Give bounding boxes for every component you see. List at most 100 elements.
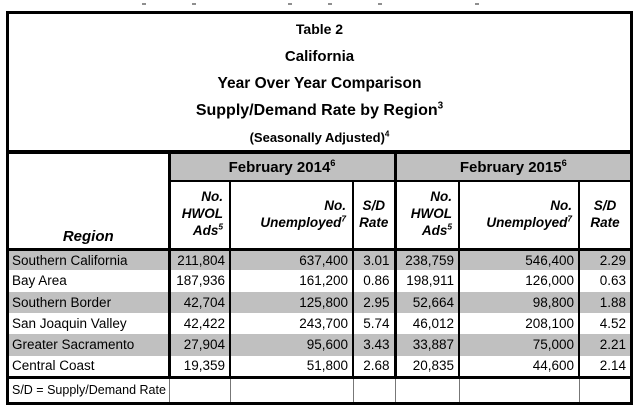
footnote-marker: 7 — [341, 213, 346, 224]
title-subject-line: Supply/Demand Rate by Region3 — [196, 97, 443, 124]
empty-footer-cell — [578, 375, 631, 402]
hwol-2014-cell: 187,936 — [167, 270, 230, 292]
scan-artifact — [288, 3, 292, 5]
unemployed-2014-cell: 243,700 — [229, 312, 353, 335]
hwol-2015-cell: 33,887 — [393, 334, 460, 356]
region-name-cell: Central Coast — [12, 358, 95, 374]
sd-rate-2015-cell: 2.14 — [578, 355, 631, 377]
header-line: HWOL — [410, 206, 453, 222]
supply-demand-table: Region February 20146 February 20156 No.… — [9, 154, 631, 402]
unemployed-2015-cell: 44,600 — [458, 355, 580, 377]
region-name-cell: Southern California — [9, 249, 169, 271]
february-2015-group-header: February 20156 — [393, 154, 631, 182]
hwol-2014-cell: 211,804 — [167, 249, 230, 271]
sd-rate-2015-cell: 4.52 — [578, 312, 631, 335]
title-subject-text: Supply/Demand Rate by Region — [195, 101, 438, 119]
title-adjustment-text: (Seasonally Adjusted) — [249, 129, 385, 145]
header-line: No. — [201, 189, 223, 205]
sd-rate-2014-cell: 5.74 — [351, 312, 396, 335]
sd-rate-2015-cell: 0.63 — [578, 270, 631, 292]
header-line: S/D — [593, 197, 617, 213]
footnote-row: S/D = Supply/Demand Rate — [9, 375, 631, 402]
unemployed-2015-cell: 98,800 — [458, 291, 580, 313]
title-state-line: California — [284, 47, 355, 65]
hwol-2014-cell: 42,422 — [167, 312, 230, 335]
header-line: No. — [550, 197, 573, 213]
table-row: San Joaquin Valley 42,422 243,700 5.74 4… — [9, 312, 631, 335]
header-line: No. — [430, 189, 453, 205]
sd-rate-2014-cell: 0.86 — [351, 270, 396, 292]
header-line: Ads — [192, 223, 219, 239]
table-row: Bay Area 187,936 161,200 0.86 198,911 12… — [9, 270, 631, 292]
group-label: February 2015 — [459, 158, 562, 176]
header-line: Unemployed — [486, 214, 568, 230]
sd-rate-2014-cell: 2.95 — [351, 291, 396, 313]
sub-header-row: No. HWOL Ads5 No. Unemployed7 S/D Rate N… — [9, 181, 631, 251]
scan-artifact — [328, 3, 332, 5]
footnote-marker: 3 — [437, 100, 444, 112]
table-row: Greater Sacramento 27,904 95,600 3.43 33… — [9, 334, 631, 356]
table-title-block: Table 2 California Year Over Year Compar… — [9, 14, 630, 154]
footnote-marker: 5 — [218, 221, 223, 232]
header-line: Rate — [359, 214, 389, 230]
hwol-2015-cell: 46,012 — [393, 312, 460, 335]
sd-rate-2014-cell: 3.43 — [351, 334, 396, 356]
empty-footer-cell — [458, 375, 580, 402]
unemployed-2014-cell: 637,400 — [229, 249, 353, 271]
sd-rate-2015-header: S/D Rate — [578, 181, 631, 251]
sd-rate-2015-cell: 2.21 — [578, 334, 631, 356]
sd-rate-2014-cell: 2.68 — [351, 355, 396, 377]
scan-artifact — [475, 3, 479, 5]
scan-artifact — [378, 3, 382, 5]
region-name-cell: Southern Border — [9, 291, 169, 313]
header-line: HWOL — [181, 206, 223, 222]
table-row: Central Coast 19,359 51,800 2.68 20,835 … — [9, 355, 631, 377]
header-line: Unemployed — [260, 214, 342, 230]
footnote-marker: 6 — [561, 157, 567, 168]
empty-footer-cell — [168, 375, 230, 402]
scan-artifact — [142, 3, 146, 5]
empty-footer-cell — [394, 375, 460, 402]
table-row: Southern California 211,804 637,400 3.01… — [9, 249, 631, 271]
footnote-marker: 6 — [330, 157, 336, 168]
sd-rate-2015-cell: 1.88 — [578, 291, 631, 313]
header-line: S/D — [362, 197, 386, 213]
sd-rate-2014-header: S/D Rate — [351, 181, 396, 251]
hwol-2015-cell: 20,835 — [393, 355, 460, 377]
column-group-row: Region February 20146 February 20156 — [9, 154, 631, 251]
sd-rate-2015-cell: 2.29 — [578, 249, 631, 271]
hwol-2014-cell: 42,704 — [167, 291, 230, 313]
header-line: No. — [324, 197, 346, 213]
sd-definition-note: S/D = Supply/Demand Rate — [9, 375, 169, 402]
footnote-marker: 7 — [567, 213, 573, 224]
region-name-cell: Bay Area — [12, 273, 67, 289]
hwol-2015-cell: 238,759 — [393, 249, 460, 271]
unemployed-2014-header: No. Unemployed7 — [229, 181, 353, 251]
february-2014-group-header: February 20146 — [167, 154, 396, 182]
region-column-header: Region — [9, 154, 169, 251]
header-line: Rate — [590, 214, 620, 230]
hwol-ads-2014-header: No. HWOL Ads5 — [167, 181, 230, 251]
unemployed-2015-cell: 546,400 — [458, 249, 580, 271]
empty-footer-cell — [229, 375, 353, 402]
region-name-cell: Greater Sacramento — [9, 334, 169, 356]
hwol-ads-2015-header: No. HWOL Ads5 — [393, 181, 460, 251]
region-name-cell: San Joaquin Valley — [12, 316, 127, 332]
unemployed-2014-cell: 95,600 — [229, 334, 353, 356]
unemployed-2014-cell: 161,200 — [229, 270, 353, 292]
unemployed-2015-cell: 75,000 — [458, 334, 580, 356]
footnote-marker: 5 — [447, 221, 453, 232]
hwol-2015-cell: 198,911 — [393, 270, 460, 292]
hwol-2014-cell: 27,904 — [167, 334, 230, 356]
empty-footer-cell — [352, 375, 396, 402]
title-comparison-line: Year Over Year Comparison — [217, 74, 422, 92]
footnote-marker: 4 — [384, 129, 390, 139]
header-line: Ads — [421, 223, 448, 239]
table-number-line: Table 2 — [295, 20, 344, 37]
unemployed-2014-cell: 51,800 — [229, 355, 353, 377]
sd-rate-2014-cell: 3.01 — [351, 249, 396, 271]
hwol-2015-cell: 52,664 — [393, 291, 460, 313]
table-row: Southern Border 42,704 125,800 2.95 52,6… — [9, 291, 631, 313]
unemployed-2015-header: No. Unemployed7 — [458, 181, 580, 251]
unemployed-2014-cell: 125,800 — [229, 291, 353, 313]
